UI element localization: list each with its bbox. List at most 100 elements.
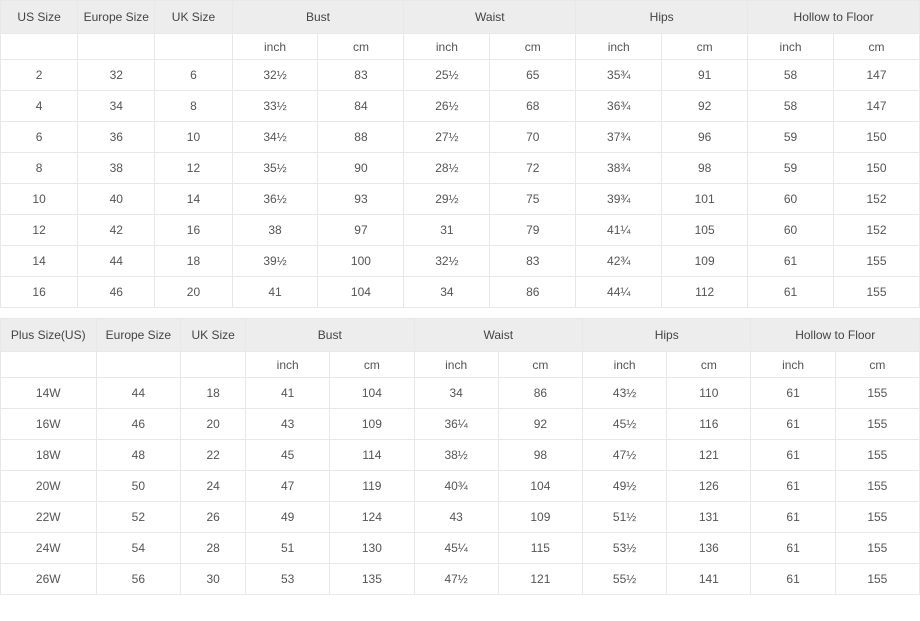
unit-label: inch (414, 352, 498, 378)
table-row: 434833½8426½6836¾9258147 (1, 91, 920, 122)
cell: 75 (490, 184, 576, 215)
cell: 61 (751, 378, 835, 409)
unit-label: cm (834, 34, 920, 60)
table-row: 24W54285113045¼11553½13661155 (1, 533, 920, 564)
cell: 114 (330, 440, 414, 471)
cell: 92 (498, 409, 582, 440)
cell: 109 (498, 502, 582, 533)
table-row: 20W50244711940¾10449½12661155 (1, 471, 920, 502)
cell: 33½ (232, 91, 318, 122)
cell: 72 (490, 153, 576, 184)
cell: 51 (246, 533, 330, 564)
cell: 152 (834, 184, 920, 215)
cell: 28 (181, 533, 246, 564)
unit-label: cm (318, 34, 404, 60)
cell: 32½ (232, 60, 318, 91)
cell: 49 (246, 502, 330, 533)
cell: 34 (78, 91, 155, 122)
header-us-size: US Size (1, 1, 78, 34)
table-row: 18W48224511438½9847½12161155 (1, 440, 920, 471)
cell: 32 (78, 60, 155, 91)
header-bust: Bust (246, 319, 414, 352)
unit-label: inch (246, 352, 330, 378)
cell: 83 (318, 60, 404, 91)
cell: 48 (96, 440, 181, 471)
cell: 35¾ (576, 60, 662, 91)
cell: 155 (835, 378, 919, 409)
cell: 93 (318, 184, 404, 215)
header-uk-size: UK Size (181, 319, 246, 352)
cell: 98 (498, 440, 582, 471)
cell: 47 (246, 471, 330, 502)
cell: 98 (662, 153, 748, 184)
cell: 31 (404, 215, 490, 246)
cell: 45 (246, 440, 330, 471)
cell: 20 (155, 277, 232, 308)
cell: 34 (404, 277, 490, 308)
cell: 47½ (414, 564, 498, 595)
cell: 131 (667, 502, 751, 533)
cell: 91 (662, 60, 748, 91)
cell: 119 (330, 471, 414, 502)
cell: 30 (181, 564, 246, 595)
header-hips: Hips (576, 1, 748, 34)
cell: 44 (78, 246, 155, 277)
cell: 20W (1, 471, 97, 502)
cell: 24 (181, 471, 246, 502)
cell: 136 (667, 533, 751, 564)
cell: 88 (318, 122, 404, 153)
cell: 54 (96, 533, 181, 564)
empty-cell (1, 34, 78, 60)
cell: 26W (1, 564, 97, 595)
cell: 26½ (404, 91, 490, 122)
cell: 43 (246, 409, 330, 440)
header-plus-size: Plus Size(US) (1, 319, 97, 352)
sub-header-row: inchcminchcminchcminchcm (1, 352, 920, 378)
cell: 116 (667, 409, 751, 440)
cell: 61 (751, 564, 835, 595)
table-row: 1242163897317941¼10560152 (1, 215, 920, 246)
cell: 59 (748, 153, 834, 184)
cell: 155 (834, 277, 920, 308)
cell: 68 (490, 91, 576, 122)
unit-label: inch (576, 34, 662, 60)
cell: 44 (96, 378, 181, 409)
table-row: 16462041104348644¼11261155 (1, 277, 920, 308)
cell: 14 (155, 184, 232, 215)
cell: 52 (96, 502, 181, 533)
cell: 45½ (582, 409, 666, 440)
cell: 61 (748, 246, 834, 277)
cell: 25½ (404, 60, 490, 91)
header-waist: Waist (404, 1, 576, 34)
cell: 86 (498, 378, 582, 409)
cell: 36 (78, 122, 155, 153)
unit-label: cm (835, 352, 919, 378)
cell: 12 (1, 215, 78, 246)
table-row: 8381235½9028½7238¾9859150 (1, 153, 920, 184)
unit-label: inch (232, 34, 318, 60)
header-europe-size: Europe Size (96, 319, 181, 352)
cell: 55½ (582, 564, 666, 595)
unit-label: inch (751, 352, 835, 378)
cell: 14W (1, 378, 97, 409)
cell: 126 (667, 471, 751, 502)
cell: 49½ (582, 471, 666, 502)
cell: 28½ (404, 153, 490, 184)
cell: 27½ (404, 122, 490, 153)
cell: 61 (751, 533, 835, 564)
cell: 104 (498, 471, 582, 502)
cell: 96 (662, 122, 748, 153)
cell: 53½ (582, 533, 666, 564)
cell: 16W (1, 409, 97, 440)
cell: 16 (1, 277, 78, 308)
cell: 86 (490, 277, 576, 308)
cell: 34 (414, 378, 498, 409)
cell: 43 (414, 502, 498, 533)
cell: 18W (1, 440, 97, 471)
cell: 61 (751, 409, 835, 440)
cell: 51½ (582, 502, 666, 533)
cell: 8 (1, 153, 78, 184)
cell: 16 (155, 215, 232, 246)
cell: 155 (835, 502, 919, 533)
cell: 104 (318, 277, 404, 308)
